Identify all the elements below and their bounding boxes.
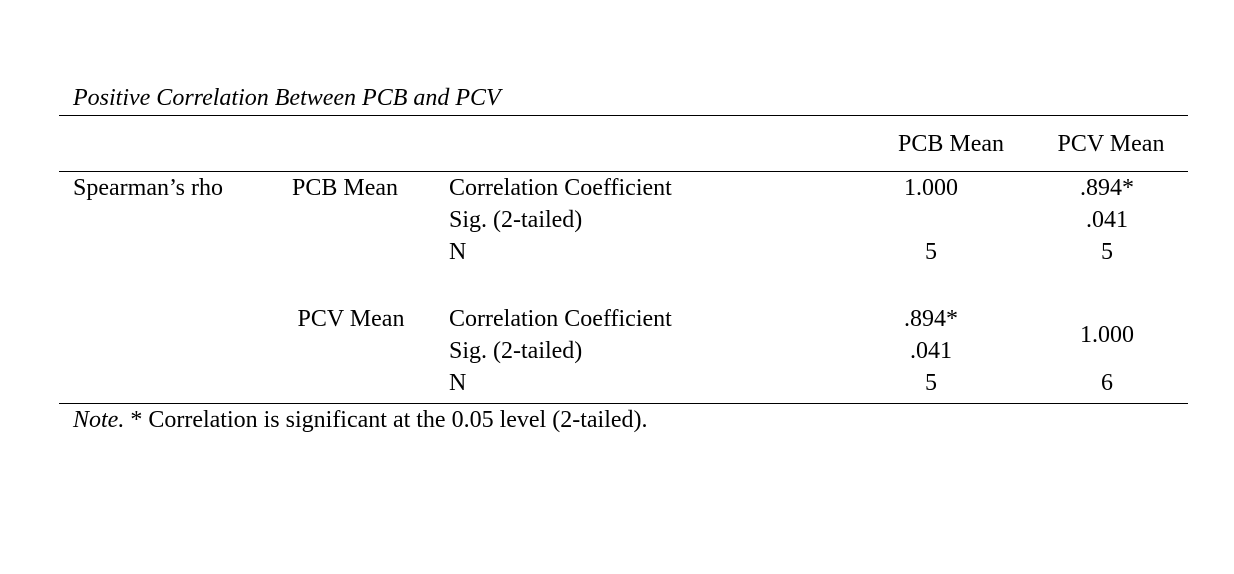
table-cell: .894* xyxy=(1080,175,1134,201)
row-label: PCV Mean xyxy=(297,306,405,332)
group-label: Spearman’s rho xyxy=(73,175,223,201)
stat-label: Sig. (2-tailed) xyxy=(449,338,583,364)
table-title: Positive Correlation Between PCB and PCV xyxy=(73,85,501,111)
table-cell: 5 xyxy=(925,239,937,265)
column-header: PCB Mean xyxy=(897,131,1005,157)
bottom-rule xyxy=(59,403,1188,404)
table-cell: 6 xyxy=(1101,370,1113,396)
table-cell: 1.000 xyxy=(1080,322,1134,348)
note-text: * Correlation is significant at the 0.05… xyxy=(130,407,648,433)
table-cell: 5 xyxy=(1101,239,1113,265)
table-cell: .041 xyxy=(1086,207,1128,233)
top-rule xyxy=(59,115,1188,116)
stat-label: N xyxy=(449,370,467,396)
header-rule xyxy=(59,171,1188,172)
stat-label: Correlation Coefficient xyxy=(449,306,672,332)
table-cell: 5 xyxy=(925,370,937,396)
row-label: PCB Mean xyxy=(291,175,399,201)
table-cell: .041 xyxy=(910,338,952,364)
stat-label: Sig. (2-tailed) xyxy=(449,207,583,233)
note-label: Note. xyxy=(73,407,125,433)
table-cell: .894* xyxy=(904,306,958,332)
table-cell: 1.000 xyxy=(904,175,958,201)
stat-label: N xyxy=(449,239,467,265)
column-header: PCV Mean xyxy=(1057,131,1165,157)
stat-label: Correlation Coefficient xyxy=(449,175,672,201)
table-note: Note. * Correlation is significant at th… xyxy=(73,406,648,434)
